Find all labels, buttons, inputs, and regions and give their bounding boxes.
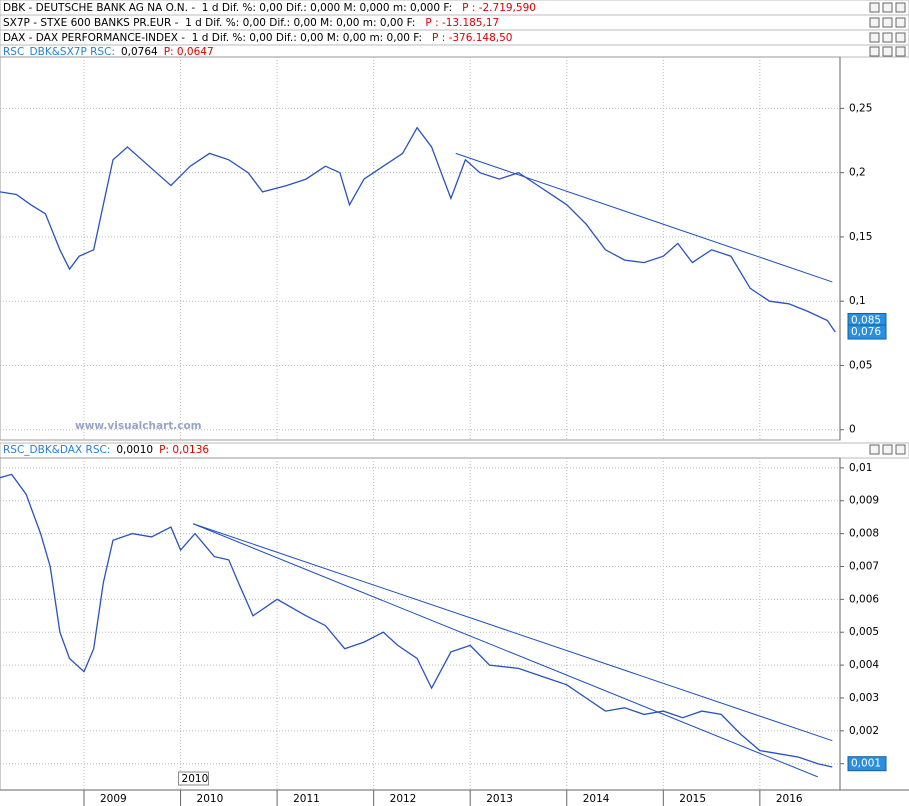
- y-tick-label: 0,1: [849, 295, 866, 307]
- panel-price: P: 0,0647: [164, 46, 214, 58]
- last-value-box: [847, 756, 887, 772]
- series-line: [0, 473, 833, 768]
- cursor-label-box: [178, 771, 210, 786]
- series-line: [0, 126, 836, 333]
- x-tick-label: 2013: [486, 793, 513, 805]
- trend-line: [192, 523, 833, 742]
- x-tick-label: 2014: [583, 793, 610, 805]
- y-tick-label: 0: [849, 424, 856, 436]
- y-tick-label: 0,006: [849, 593, 879, 605]
- x-tick-label: 2015: [679, 793, 706, 805]
- x-tick-label: 2009: [100, 793, 127, 805]
- y-tick-label: 0,15: [849, 231, 872, 243]
- header-price: P : -376.148,50: [432, 32, 512, 44]
- trend-line: [455, 152, 833, 283]
- header-price: P : -13.185,17: [425, 17, 499, 29]
- panel-label: RSC_DBK&DAX RSC:: [3, 444, 110, 456]
- x-tick-label: 2011: [293, 793, 320, 805]
- last-value-box: [847, 324, 887, 340]
- y-tick-label: 0,008: [849, 528, 879, 540]
- x-tick-label: 2016: [776, 793, 803, 805]
- y-tick-label: 0,05: [849, 359, 872, 371]
- window-icons: [869, 2, 906, 455]
- panel-value: 0,0010: [116, 444, 153, 456]
- x-tick-label: 2012: [390, 793, 417, 805]
- watermark: www.visualchart.com: [75, 420, 202, 432]
- plot-area: [0, 56, 841, 441]
- y-tick-label: 0,005: [849, 626, 879, 638]
- last-value-label: 0,076: [851, 326, 881, 338]
- header-price: P : -2.719,590: [462, 2, 536, 14]
- y-tick-label: 0,002: [849, 725, 879, 737]
- y-tick-label: 0,2: [849, 167, 866, 179]
- panel-label: RSC_DBK&SX7P RSC:: [3, 46, 115, 58]
- y-tick-label: 0,007: [849, 560, 879, 572]
- y-tick-label: 0,003: [849, 692, 879, 704]
- panel-value: 0,0764: [121, 46, 158, 58]
- header-text: DBK - DEUTSCHE BANK AG NA O.N. - 1 d Dif…: [3, 2, 452, 14]
- last-value-label: 0,085: [851, 314, 881, 326]
- plot-area: [0, 457, 841, 791]
- cursor-label: 2010: [182, 773, 209, 785]
- last-value-label: 0,001: [851, 758, 881, 770]
- y-tick-label: 0,004: [849, 659, 879, 671]
- trend-line: [192, 523, 818, 778]
- y-tick-label: 0,01: [849, 462, 872, 474]
- y-tick-label: 0,25: [849, 102, 872, 114]
- header-text: SX7P - STXE 600 BANKS PR.EUR - 1 d Dif. …: [3, 17, 415, 29]
- header-text: DAX - DAX PERFORMANCE-INDEX - 1 d Dif. %…: [3, 32, 422, 44]
- x-tick-label: 2010: [197, 793, 224, 805]
- panel-price: P: 0,0136: [159, 444, 209, 456]
- y-tick-label: 0,009: [849, 495, 879, 507]
